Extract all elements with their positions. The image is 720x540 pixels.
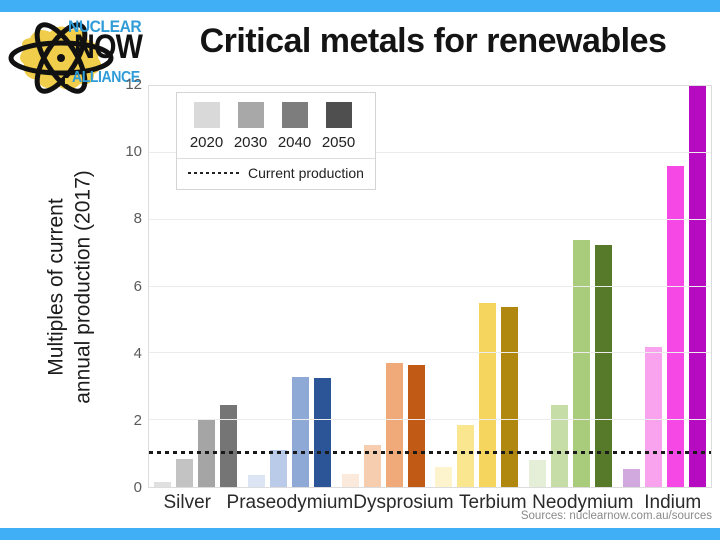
current-production-line [149,451,711,455]
bar-praseodymium-2030 [270,450,287,487]
bar-group-terbium [430,86,524,487]
bar-terbium-2040 [479,303,497,487]
y-axis-label: Multiples of current annual production (… [44,169,95,404]
atom-orbit [8,40,114,76]
atom-orbit [34,22,88,94]
x-label-indium: Indium [644,492,702,513]
x-axis-labels: Silver Praseodymium Dysprosium Terbium Neody… [148,492,712,514]
bar-indium-2020 [622,468,640,487]
legend: 2020 2030 2040 2050 Current production [176,92,376,190]
logo-text-nuclear: NUCLEAR [68,17,142,36]
y-tick-0: 0 [133,479,142,496]
bar-neodymium-2030 [551,405,569,487]
gridline-2 [149,419,711,421]
bar-neodymium-2040 [573,239,591,487]
bar-praseodymium-2040 [292,376,309,487]
y-tick-6: 6 [133,277,142,295]
bar-indium-2050 [688,86,706,487]
bar-groups [149,86,711,487]
bar-neodymium-2020 [529,460,547,487]
bar-group-indium [617,86,711,487]
nuclear-now-alliance-logo: NUCLEAR NOW ALLIANCE [6,14,156,100]
y-axis-label-wrap: Multiples of current annual production (… [22,85,118,488]
gridline-6 [149,285,711,287]
source-note: Sources: nuclearnow.com.au/sources [520,510,712,522]
x-label-praseodymium: Praseodymium [226,492,354,513]
bar-praseodymium-2050 [314,378,331,487]
legend-divider [177,158,375,159]
bar-neodymium-2050 [595,244,613,487]
legend-item-2050: 2050 [320,102,357,151]
legend-year-label: 2050 [321,134,356,151]
logo-yellow-dot [65,78,71,84]
bar-group-praseodymium [243,86,337,487]
bar-silver-2030 [176,458,194,487]
legend-reference-row: Current production [188,165,364,183]
atom-orbit [34,22,88,94]
legend-year-label: 2020 [189,134,224,151]
x-label-terbium: Terbium [459,492,527,513]
legend-item-2020: 2020 [188,102,225,151]
logo-text-alliance: ALLIANCE [72,69,140,86]
legend-item-2040: 2040 [276,102,313,151]
bar-silver-2020 [154,482,172,487]
legend-year-label: 2040 [277,134,312,151]
atom-nucleus-dot [57,54,65,62]
bar-group-neodymium [524,86,618,487]
atom-icon [8,22,114,94]
y-tick-4: 4 [133,344,142,362]
top-accent-bar [0,0,720,12]
x-label-silver: Silver [163,492,212,513]
legend-reference-label: Current production [248,165,364,181]
y-tick-10: 10 [125,143,142,161]
legend-swatch-2020 [193,102,220,128]
bar-indium-2040 [666,166,684,487]
bar-terbium-2050 [501,306,519,487]
bar-dysprosium-2050 [407,365,425,487]
bar-silver-2050 [220,405,238,487]
page-title: Critical metals for renewables [199,22,667,60]
legend-swatch-2040 [281,102,308,128]
bottom-accent-bar [0,528,720,540]
y-tick-12: 12 [125,76,142,93]
plot-area [148,85,712,488]
bar-praseodymium-2020 [248,475,265,487]
bar-dysprosium-2030 [363,445,381,487]
legend-year-columns: 2020 2030 2040 2050 [188,102,364,151]
logo-text-now: NOW [74,28,143,66]
bar-terbium-2020 [435,466,453,487]
x-label-dysprosium: Dysprosium [353,492,454,513]
legend-year-label: 2030 [233,134,268,151]
gridline-8 [149,218,711,220]
bar-terbium-2030 [457,425,475,487]
gridline-10 [149,151,711,153]
y-tick-8: 8 [133,210,142,228]
x-label-neodymium: Neodymium [532,492,634,513]
legend-swatch-2030 [237,102,264,128]
dotted-line-sample [188,172,240,174]
bar-dysprosium-2040 [385,363,403,487]
legend-item-2030: 2030 [232,102,269,151]
y-tick-2: 2 [133,411,142,429]
legend-swatch-2050 [325,102,352,128]
bar-group-dysprosium [336,86,430,487]
bar-dysprosium-2020 [341,473,359,487]
bar-indium-2030 [644,346,662,487]
gridline-4 [149,352,711,354]
